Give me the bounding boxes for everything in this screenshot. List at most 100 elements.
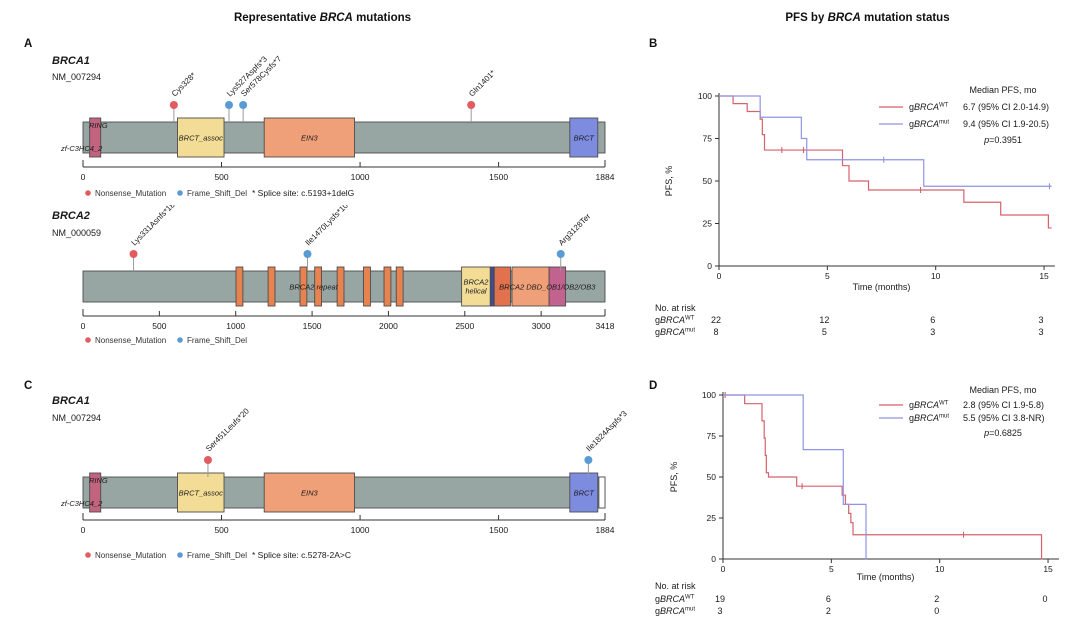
risk-count: 2 <box>934 594 939 604</box>
right-title-gene: BRCA <box>827 12 861 24</box>
legend-label: Frame_Shift_Del <box>187 551 247 560</box>
brca1-lollipop-panel-c: BRCA1 NM_007294 BRCT_assoc EIN3 BRCT RING zf-C… <box>52 395 629 560</box>
legend-dot-frame_shift <box>177 190 183 196</box>
legend-dot-nonsense <box>85 552 91 558</box>
axis-tick-label: 1500 <box>489 172 508 182</box>
y-tick-label: 75 <box>703 134 713 144</box>
left-title-prefix: Representative <box>233 12 320 24</box>
mutation-dot-frame_shift <box>556 250 565 258</box>
mutation-dot-frame_shift <box>225 101 234 109</box>
gene-name: BRCA1 <box>52 55 90 67</box>
axis-tick-label: 3418 <box>596 321 615 331</box>
domain-EIN3 <box>263 472 355 513</box>
legend-title: Median PFS, mo <box>969 385 1036 395</box>
series-name-wt: gBRCAWT <box>909 400 949 410</box>
domain-label: BRCT_assoc <box>179 134 223 143</box>
risk-count: 19 <box>715 594 725 604</box>
x-tick-label: 5 <box>825 271 830 281</box>
domain-box <box>511 266 550 307</box>
mutation-label: Ile1470Lysfs*10 <box>304 205 351 247</box>
axis-tick-label: 3000 <box>532 321 551 331</box>
median-stat-wt: 2.8 (95% CI 1.9-5.8) <box>963 400 1044 410</box>
risk-count: 12 <box>819 315 829 325</box>
mutation-label: Ser451Leufs*20 <box>204 406 251 453</box>
axis-tick-label: 1500 <box>303 321 322 331</box>
legend-dot-nonsense <box>85 337 91 343</box>
y-tick-label: 75 <box>707 431 717 441</box>
risk-row-name: gBRCAWT <box>655 594 695 604</box>
right-title-prefix: PFS by <box>785 12 828 24</box>
risk-count: 3 <box>1039 315 1044 325</box>
domain-label: BRCT <box>574 489 596 498</box>
y-tick-label: 50 <box>707 472 717 482</box>
y-tick-label: 0 <box>711 554 716 564</box>
axis-tick-label: 1884 <box>596 525 615 535</box>
y-tick-label: 100 <box>698 91 712 101</box>
axis-tick-label: 500 <box>214 525 228 535</box>
km-curve-mut <box>719 95 1052 187</box>
legend-label: Nonsense_Mutation <box>95 336 166 345</box>
domain-side-label: RING <box>89 476 108 485</box>
x-tick-label: 10 <box>931 271 941 281</box>
mutation-dot-nonsense <box>169 101 178 109</box>
risk-count: 8 <box>713 327 718 337</box>
domain-BRCT <box>569 472 599 513</box>
splice-note: * Splice site: c.5278-2A>C <box>252 550 351 560</box>
panel-label-d: D <box>649 380 658 392</box>
domain-box <box>89 472 102 513</box>
domain-label: BRCT_assoc <box>179 489 223 498</box>
mutation-dot-nonsense <box>467 101 476 109</box>
km-plot-panel-b: 0 25 50 75 100 0 5 10 15 Time (months) PFS, % Media… <box>655 85 1055 337</box>
domain-box <box>548 266 567 307</box>
mutation-dot-nonsense <box>203 456 212 464</box>
risk-count: 3 <box>930 327 935 337</box>
x-tick-label: 5 <box>829 564 834 574</box>
domain-box <box>235 266 244 307</box>
panel-label-b: B <box>649 38 658 50</box>
legend-label: Nonsense_Mutation <box>95 189 166 198</box>
domain-label: BRCT <box>574 134 596 143</box>
km-plot-panel-d: 0 25 50 75 100 0 5 10 15 Time (months) PFS, % Media… <box>655 385 1059 616</box>
p-value: p=0.6825 <box>983 428 1022 438</box>
brca1-lollipop-panel-a: BRCA1 NM_007294 BRCT_assoc EIN3 BRCT RING zf-C… <box>52 54 615 198</box>
x-tick-label: 10 <box>935 564 945 574</box>
axis-tick-label: 2500 <box>455 321 474 331</box>
bar-label: BRCA2 repeat <box>289 283 338 292</box>
axis-tick-label: 0 <box>81 525 86 535</box>
mutation-label: Gln1401* <box>467 68 497 98</box>
axis-tick-label: 1000 <box>226 321 245 331</box>
series-name-mut: gBRCAmut <box>909 413 949 423</box>
axis-tick-label: 1000 <box>351 525 370 535</box>
domain-BRCA2 <box>461 266 491 307</box>
left-title-suffix: mutations <box>352 12 412 24</box>
y-tick-label: 100 <box>702 390 716 400</box>
km-curve-wt <box>723 394 1043 560</box>
panel-label-c: C <box>24 380 33 392</box>
domain-label: BRCA2 <box>463 278 489 287</box>
axis-tick-label: 1000 <box>351 172 370 182</box>
domain-box <box>363 266 371 307</box>
risk-row-name: gBRCAmut <box>655 606 695 616</box>
series-name-mut: gBRCAmut <box>909 119 949 129</box>
domain-side-label: zf-C3HC4_2 <box>60 144 103 153</box>
y-tick-label: 25 <box>703 219 713 229</box>
risk-count: 0 <box>1043 594 1048 604</box>
domain-label: helical <box>465 287 487 296</box>
domain-side-label: zf-C3HC4_2 <box>60 499 103 508</box>
panel-label-a: A <box>24 38 33 50</box>
mutation-dot-frame_shift <box>239 101 248 109</box>
left-title-gene: BRCA <box>319 12 353 24</box>
backbone-tail <box>598 476 606 509</box>
mutation-label: Arg3128Ter <box>557 212 593 248</box>
risk-count: 5 <box>822 327 827 337</box>
risk-count: 3 <box>1039 327 1044 337</box>
splice-note: * Splice site: c.5193+1delG <box>252 188 354 198</box>
x-tick-label: 15 <box>1043 564 1053 574</box>
domain-box <box>267 266 276 307</box>
legend-dot-nonsense <box>85 190 91 196</box>
risk-count: 3 <box>717 606 722 616</box>
axis-tick-label: 500 <box>214 172 228 182</box>
mutation-label: Ile1824Aspfs*3 <box>584 409 629 454</box>
transcript-id: NM_007294 <box>52 413 101 423</box>
